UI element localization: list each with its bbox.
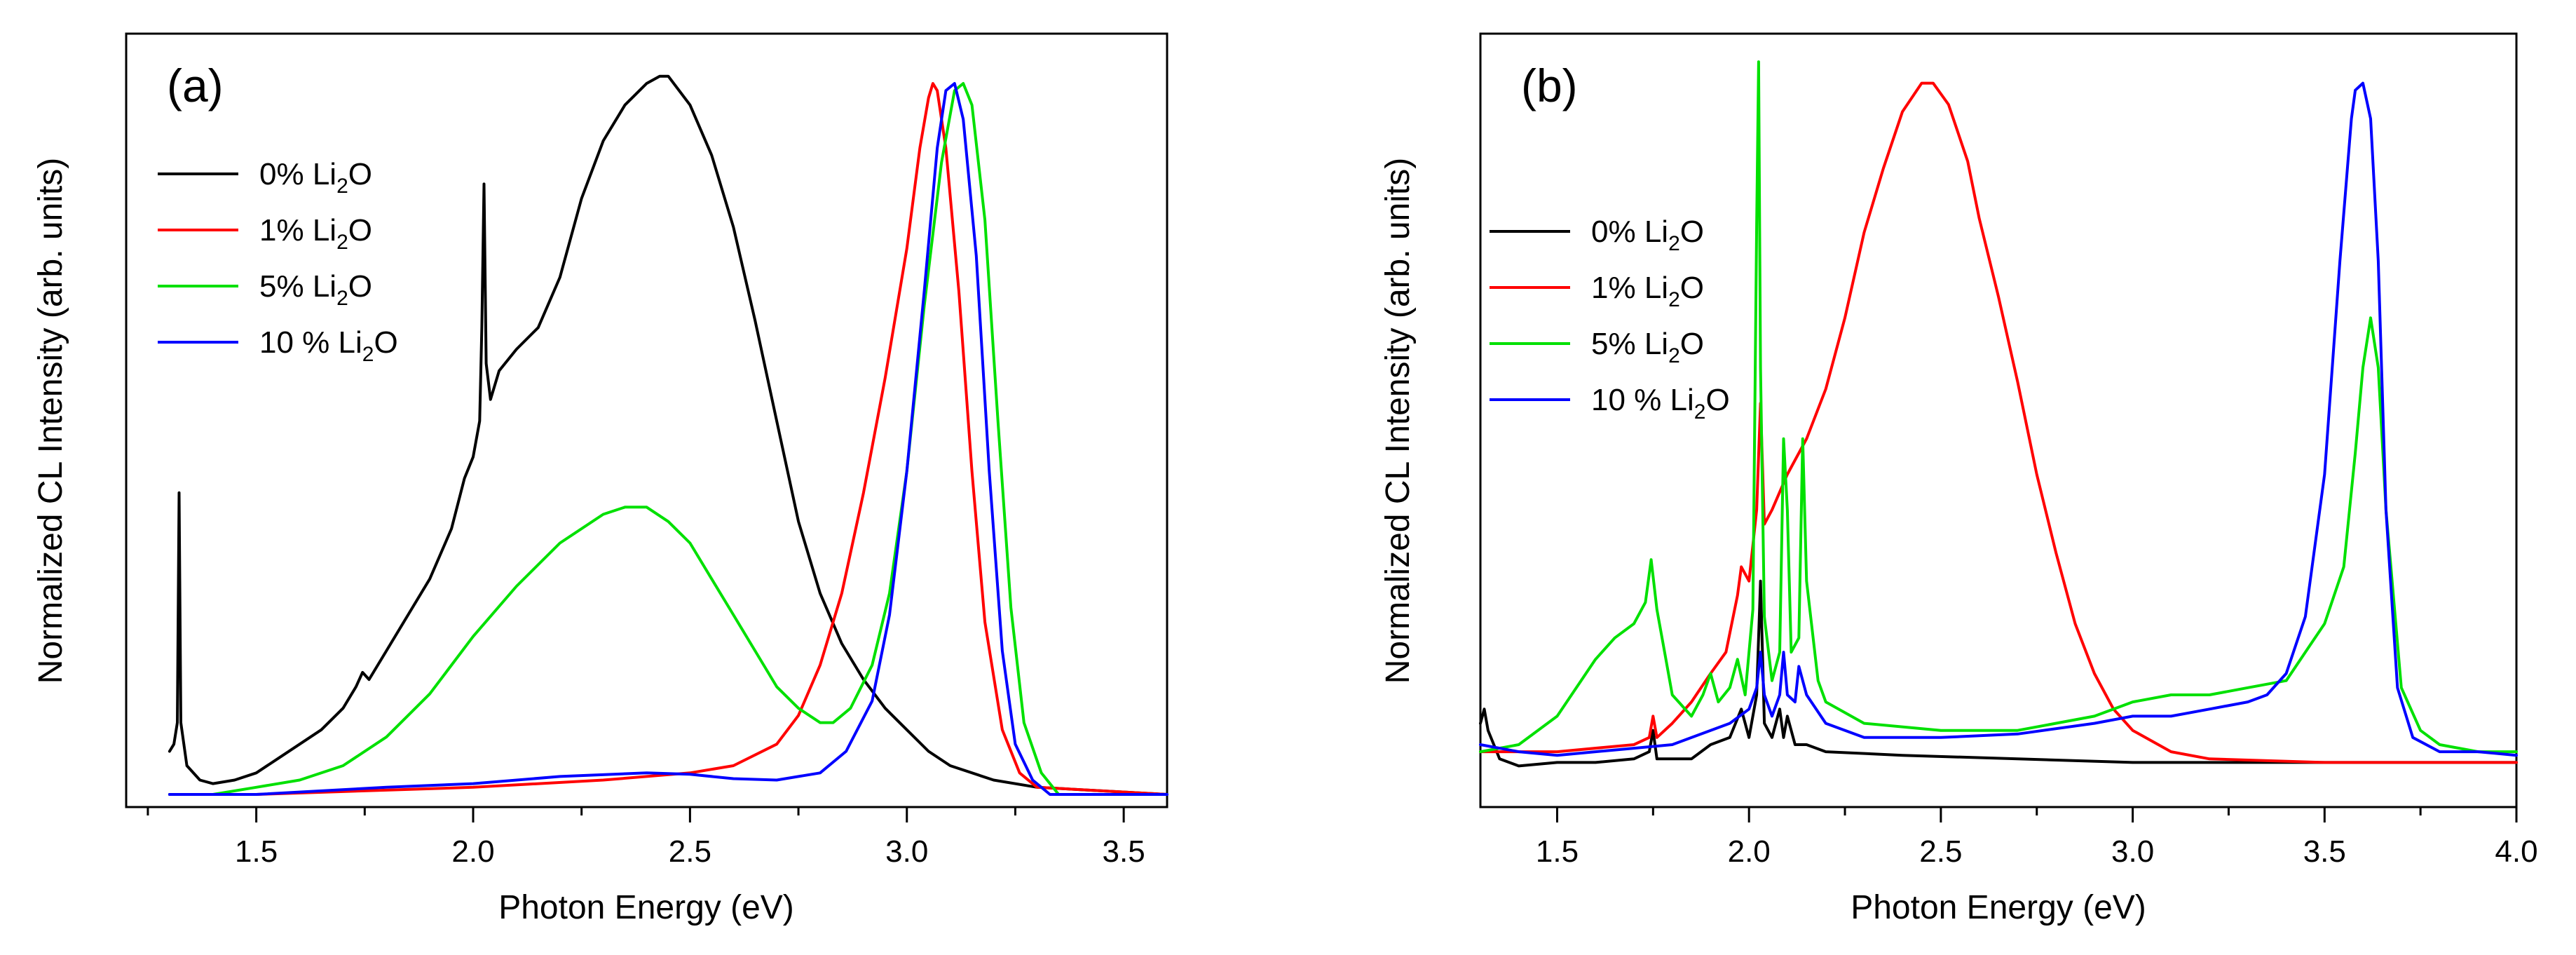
x-tick-label: 2.0 [451, 834, 494, 869]
x-axis-ticks: 1.5 2.0 2.5 3.0 3.5 [146, 807, 1145, 869]
y-axis-title: Normalized CL Intensity (arb. units) [1379, 158, 1417, 684]
legend: 0% Li2O 1% Li2O 5% Li2O 10 % Li2O [1490, 215, 1730, 424]
legend-label: 0% Li2O [259, 157, 372, 198]
x-axis-title: Photon Energy (eV) [498, 889, 794, 926]
x-tick-label: 4.0 [2495, 834, 2537, 869]
legend-label: 10 % Li2O [1591, 383, 1730, 424]
chart-panel-b: 1.5 2.0 2.5 3.0 3.5 4.0 (b) Photon Energy (eV… [1379, 32, 2538, 926]
x-tick-label: 1.5 [1536, 834, 1579, 869]
x-tick-label: 2.5 [1919, 834, 1962, 869]
legend-label: 1% Li2O [1591, 271, 1704, 311]
series-line-0 [1479, 579, 2518, 768]
plot-frame [125, 32, 1168, 808]
x-tick-label: 3.0 [885, 834, 928, 869]
series-line-3 [1479, 81, 2518, 757]
series-line-2 [1479, 60, 2518, 754]
legend: 0% Li2O 1% Li2O 5% Li2O 10 % Li2O [158, 157, 398, 366]
plot-frame [1479, 32, 2518, 808]
x-tick-label: 3.5 [1103, 834, 1145, 869]
series-line-1 [1479, 81, 2518, 764]
legend-label: 0% Li2O [1591, 215, 1704, 255]
x-axis-title: Photon Energy (eV) [1851, 889, 2146, 926]
series-layer [168, 74, 1168, 796]
series-line-2 [168, 82, 1168, 796]
x-tick-label: 2.5 [669, 834, 711, 869]
x-tick-label: 3.0 [2111, 834, 2154, 869]
x-tick-label: 1.5 [235, 834, 278, 869]
y-axis-title: Normalized CL Intensity (arb. units) [32, 158, 69, 684]
legend-label: 1% Li2O [259, 213, 372, 254]
legend-label: 10 % Li2O [259, 325, 398, 366]
panel-label: (a) [167, 60, 224, 111]
series-line-0 [168, 74, 1168, 796]
series-layer [1479, 60, 2518, 768]
series-line-3 [168, 82, 1168, 796]
x-tick-label: 3.5 [2303, 834, 2346, 869]
x-axis-ticks: 1.5 2.0 2.5 3.0 3.5 4.0 [1536, 807, 2538, 869]
legend-label: 5% Li2O [1591, 327, 1704, 367]
chart-panel-a: 1.5 2.0 2.5 3.0 3.5 (a) Photon Energy (eV) N… [32, 32, 1168, 926]
panel-label: (b) [1521, 60, 1578, 111]
legend-label: 5% Li2O [259, 269, 372, 310]
x-tick-label: 2.0 [1728, 834, 1771, 869]
